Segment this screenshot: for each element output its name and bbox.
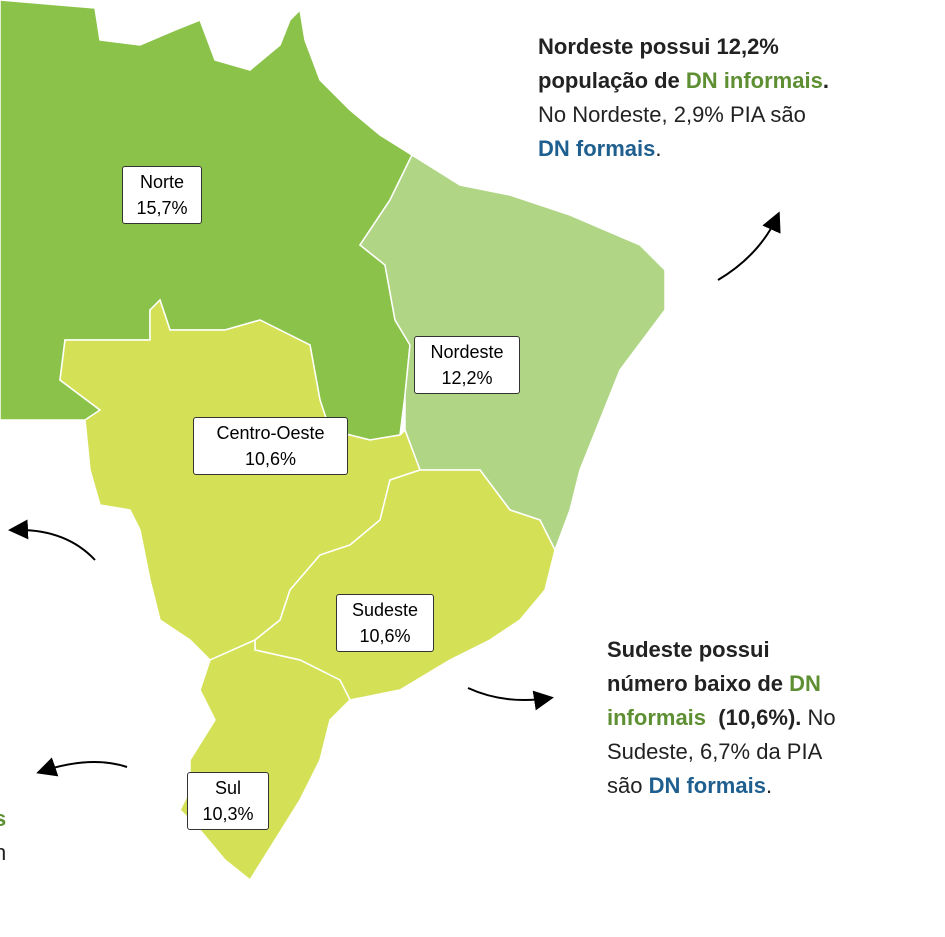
- region-label: Centro-Oeste 10,6%: [193, 417, 348, 475]
- label-value: 12,2%: [441, 368, 493, 388]
- annotation: Sudeste possui número baixo de DN informai…: [607, 633, 836, 803]
- annotation-line: Sudeste, 6,7% da PIA: [607, 735, 836, 769]
- annotation-line: Sudeste possui: [607, 633, 836, 667]
- annotation-line: DN formais.: [538, 132, 829, 166]
- text-run: população de: [538, 68, 686, 93]
- label-name: Nordeste: [430, 342, 504, 362]
- region-label: Norte 15,7%: [122, 166, 202, 224]
- region-label: Sudeste 10,6%: [336, 594, 434, 652]
- text-run: s: [0, 806, 7, 831]
- region-label: Sul 10,3%: [187, 772, 269, 830]
- label-value: 15,7%: [136, 198, 188, 218]
- text-run: DN formais: [538, 136, 656, 161]
- label-name: Sul: [214, 778, 241, 798]
- annotation-line: são DN formais.: [607, 769, 836, 803]
- label-name: Sudeste: [351, 600, 419, 620]
- label-value: 10,6%: [244, 449, 297, 469]
- annotation-line: s: [0, 802, 6, 836]
- region: [179, 638, 351, 882]
- text-run: .: [765, 773, 773, 798]
- region-label: Nordeste 12,2%: [414, 336, 520, 394]
- text-run: .: [655, 136, 662, 161]
- annotation-line: informais (10,6%). No: [607, 701, 836, 735]
- annotation: Nordeste possui 12,2% população de DN inf…: [538, 30, 829, 166]
- text-run: número baixo de: [607, 671, 790, 696]
- label-value: 10,3%: [202, 804, 254, 824]
- annotation-line: população de DN informais.: [538, 64, 829, 98]
- annotation-line: No Nordeste, 2,9% PIA são: [538, 98, 829, 132]
- annotation-line: Nordeste possui 12,2%: [538, 30, 829, 64]
- text-run: (10,6%).: [706, 705, 802, 730]
- text-run: DN formais: [648, 773, 766, 798]
- arrow: [717, 211, 781, 281]
- annotation-line: número baixo de DN: [607, 667, 836, 701]
- arrow: [467, 687, 554, 711]
- text-run: No Nordeste, 2,9% PIA são: [538, 102, 806, 127]
- text-run: Sudeste, 6,7% da PIA: [607, 739, 823, 764]
- label-name: Centro-Oeste: [216, 423, 325, 443]
- label-value: 10,6%: [359, 626, 411, 646]
- text-run: .: [822, 68, 829, 93]
- text-run: Sudeste possui: [607, 637, 770, 662]
- arrow: [8, 519, 96, 561]
- text-run: DN: [789, 671, 821, 696]
- text-run: No: [801, 705, 836, 730]
- text-run: Nordeste possui 12,2%: [538, 34, 779, 59]
- label-name: Norte: [139, 172, 184, 192]
- text-run: informais: [607, 705, 707, 730]
- text-run: n: [0, 840, 7, 865]
- arrow: [36, 757, 128, 777]
- text-run: são: [607, 773, 649, 798]
- text-run: DN informais: [685, 68, 823, 93]
- annotation-line: n: [0, 836, 6, 870]
